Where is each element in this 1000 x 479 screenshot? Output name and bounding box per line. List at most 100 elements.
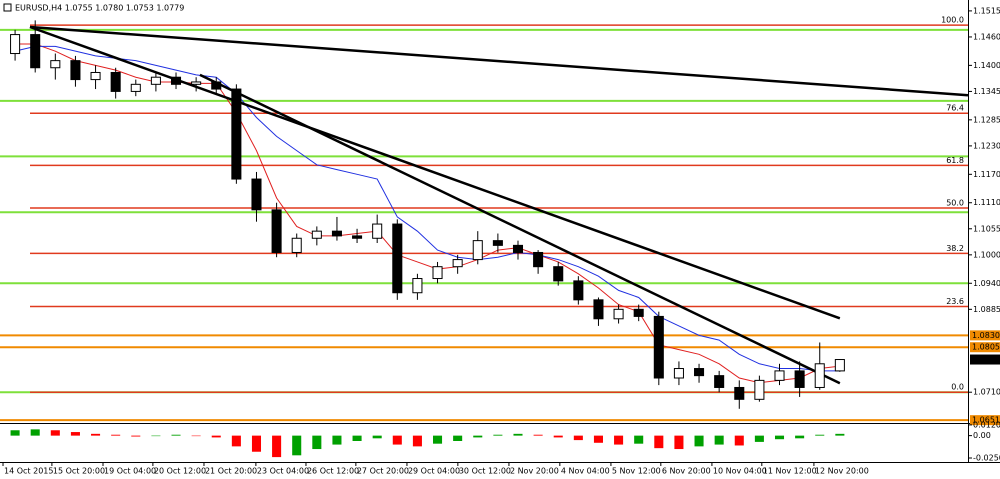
price-label-box <box>970 415 1000 426</box>
histogram-bar <box>151 435 161 437</box>
fib-label: 23.6 <box>946 297 964 306</box>
price-label: 1.0805 <box>972 343 1000 352</box>
y-tick-label: 1.0885 <box>973 305 1000 314</box>
y-tick-label: 1.1110 <box>973 198 1000 207</box>
y2-tick-label: 0.00 <box>973 431 991 440</box>
price-label-box <box>970 354 1000 365</box>
candle-body <box>392 223 403 294</box>
candle-body <box>754 379 765 400</box>
histogram-bar <box>292 435 302 456</box>
histogram-bar <box>614 435 624 445</box>
histogram-bar <box>111 434 121 436</box>
indicator-line <box>14 45 840 372</box>
histogram-bar <box>191 435 201 437</box>
x-tick-label: 20 Oct 12:00 <box>154 467 206 476</box>
histogram-bar <box>392 435 402 445</box>
histogram-bar <box>231 435 241 447</box>
histogram-bar <box>312 435 322 450</box>
histogram-bar <box>593 435 603 443</box>
y-tick-label: 1.1230 <box>973 141 1000 150</box>
y-tick-label: 1.1055 <box>973 224 1000 233</box>
fib-label: 100.0 <box>941 16 964 25</box>
candle-body <box>512 244 524 253</box>
candle-body <box>814 363 825 388</box>
x-tick-label: 19 Oct 04:00 <box>104 467 156 476</box>
candle-body <box>653 315 664 379</box>
histogram-bar <box>795 435 805 439</box>
histogram-bar <box>654 435 664 449</box>
candle-body <box>673 368 684 379</box>
candle-body <box>553 266 564 282</box>
histogram-bar <box>473 435 483 438</box>
y-tick-label: 1.1285 <box>973 115 1000 124</box>
candle-body <box>311 230 322 239</box>
x-tick-label: 15 Oct 20:00 <box>53 467 105 476</box>
x-tick-label: 14 Oct 2015 <box>4 467 53 476</box>
candle-body <box>533 251 544 268</box>
trend-line <box>29 25 841 320</box>
trend-line <box>29 25 969 97</box>
chart-title: EURUSD,H4 1.0755 1.0780 1.0753 1.0779 <box>15 4 184 13</box>
x-tick-label: 5 Nov 12:00 <box>612 467 661 476</box>
histogram-bar <box>131 435 141 437</box>
candle-body <box>452 259 463 268</box>
histogram-bar <box>91 433 101 436</box>
candle-body <box>271 209 282 253</box>
candle-body <box>10 34 21 55</box>
candle-body <box>150 76 161 85</box>
histogram-bar <box>573 435 583 441</box>
x-tick-label: 6 Nov 20:00 <box>662 467 711 476</box>
histogram-bar <box>634 435 644 444</box>
histogram-bar <box>453 435 463 441</box>
candle-body <box>30 34 41 69</box>
histogram-bar <box>10 430 20 436</box>
candle-body <box>573 280 584 301</box>
candle-body <box>70 60 81 81</box>
histogram-bar <box>553 435 563 438</box>
axes: 1.0830 1.0805 1.0779 1.0651 1.1515 1.1460 1.14… <box>2 6 1000 476</box>
x-tick-label: 29 Oct 04:00 <box>408 467 460 476</box>
candle-body <box>372 223 383 239</box>
plot: 100.0 76.4 61.8 50.0 38.2 23.6 0.0 <box>0 16 969 458</box>
y-tick-label: 1.1170 <box>973 170 1000 179</box>
candle-body <box>633 308 644 317</box>
histogram-bar <box>171 434 181 436</box>
histogram-bar <box>493 434 503 436</box>
histogram-bar <box>30 429 40 436</box>
histogram-bar <box>412 435 422 447</box>
histogram-bar <box>513 433 523 436</box>
y2-tick-label: 0.0120 <box>973 420 1000 429</box>
candle-body <box>734 386 745 400</box>
price-label: 1.0651 <box>972 416 1000 425</box>
y-tick-label: 1.0710 <box>973 388 1000 397</box>
candle-body <box>472 240 483 261</box>
y-tick-label: 1.1460 <box>973 32 1000 41</box>
candle-body <box>331 230 342 237</box>
price-label-box <box>970 330 1000 341</box>
histogram-bar <box>815 434 825 436</box>
histogram-bar <box>694 435 704 447</box>
x-tick-label: 4 Nov 04:00 <box>561 467 610 476</box>
candle-body <box>593 299 604 320</box>
candle-body <box>90 71 101 81</box>
fib-label: 0.0 <box>951 383 964 392</box>
candle-body <box>291 237 302 253</box>
x-tick-label: 11 Nov 12:00 <box>763 467 817 476</box>
histogram-bar <box>734 435 744 446</box>
histogram-bar <box>714 435 724 445</box>
x-tick-label: 12 Nov 20:00 <box>815 467 869 476</box>
x-tick-label: 26 Oct 12:00 <box>307 467 359 476</box>
y-tick-label: 1.1000 <box>973 250 1000 259</box>
candle-body <box>694 368 705 377</box>
candle-body <box>794 370 805 388</box>
histogram-bar <box>70 432 80 436</box>
x-tick-label: 23 Oct 04:00 <box>257 467 309 476</box>
y-tick-label: 1.1400 <box>973 61 1000 70</box>
y-tick-label: 1.0940 <box>973 279 1000 288</box>
histogram-bar <box>433 435 443 444</box>
y-tick-label: 1.1515 <box>973 6 1000 15</box>
candle-body <box>110 71 121 92</box>
histogram-bar <box>272 435 282 458</box>
